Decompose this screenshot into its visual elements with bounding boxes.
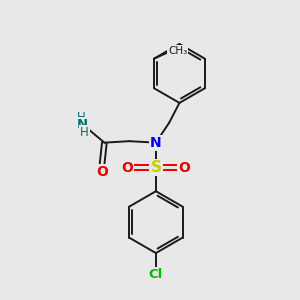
Text: N: N (77, 118, 88, 131)
Text: O: O (96, 165, 108, 179)
Text: Cl: Cl (149, 268, 163, 281)
Text: O: O (122, 161, 133, 175)
Text: N: N (150, 136, 162, 150)
Text: S: S (150, 160, 161, 175)
Text: H: H (80, 126, 89, 139)
Text: H: H (76, 111, 85, 124)
Text: CH₃: CH₃ (168, 46, 187, 56)
Text: O: O (178, 161, 190, 175)
